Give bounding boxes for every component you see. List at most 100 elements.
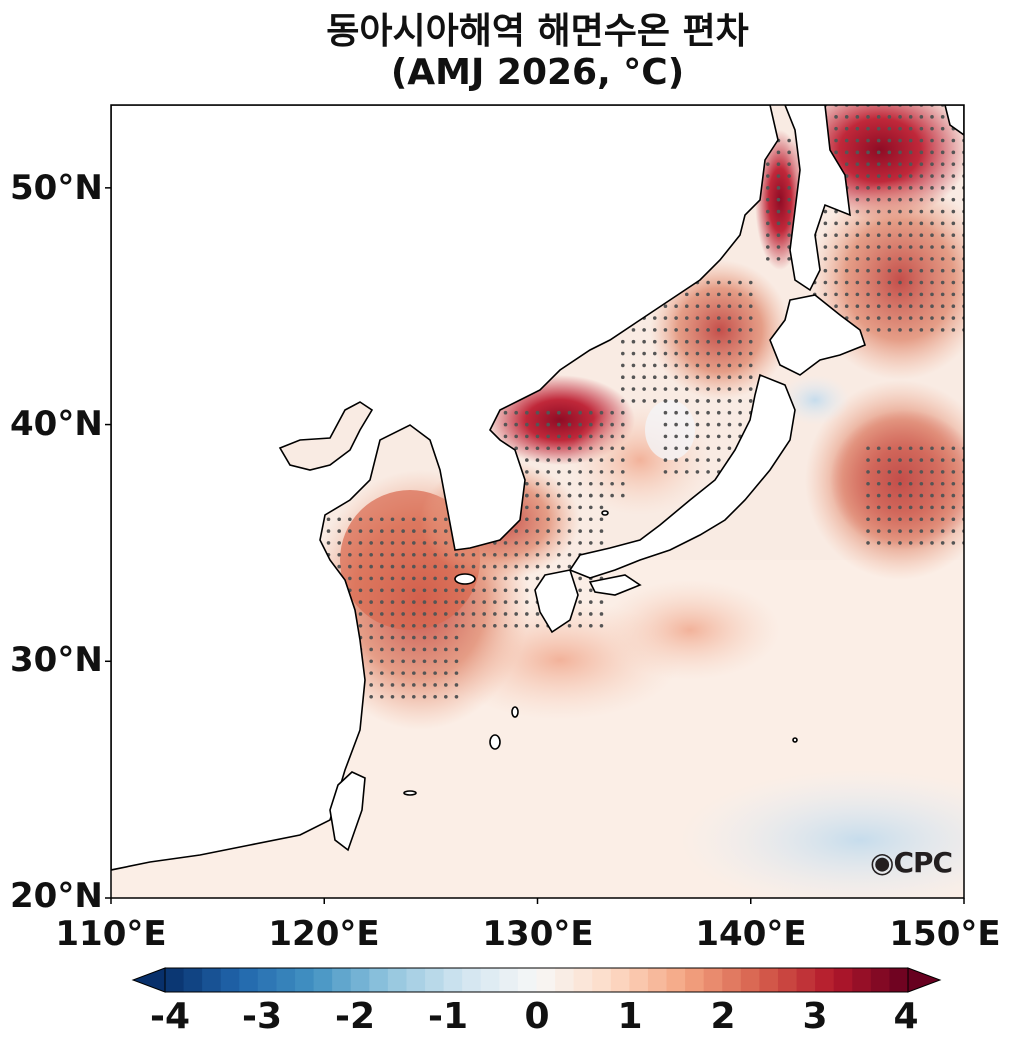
stipple-dot: [951, 292, 956, 297]
colorbar-label--4: -4: [150, 996, 190, 1037]
colorbar-step: [257, 968, 278, 992]
stipple-dot: [866, 126, 870, 131]
stipple-dot: [887, 541, 892, 545]
stipple-dot: [546, 517, 550, 522]
stipple-dot: [930, 186, 934, 190]
colorbar-step: [183, 968, 203, 992]
stipple-dot: [621, 375, 625, 380]
stipple-dot: [716, 292, 721, 297]
stipple-dot: [663, 399, 668, 403]
stipple-dot: [631, 387, 636, 391]
stipple-dot: [876, 150, 881, 155]
stipple-dot: [567, 434, 572, 439]
stipple-dot: [535, 434, 540, 439]
stipple-dot: [535, 541, 540, 545]
stipple-dot: [401, 623, 405, 628]
stipple-dot: [908, 197, 913, 202]
stipple-dot: [369, 647, 373, 652]
stipple-dot: [930, 470, 934, 474]
stipple-dot: [337, 541, 341, 545]
stipple-dot: [898, 529, 902, 533]
colorbar-step: [870, 968, 891, 992]
stipple-dot: [493, 564, 497, 569]
stipple-dot: [610, 422, 614, 427]
colorbar-label--3: -3: [242, 996, 282, 1037]
stipple-dot: [684, 399, 689, 403]
stipple-dot: [390, 694, 395, 699]
stipple-dot: [908, 162, 913, 166]
stipple-dot: [503, 541, 508, 545]
stipple-dot: [652, 363, 657, 368]
stipple-dot: [642, 339, 646, 344]
stipple-dot: [567, 623, 572, 628]
stipple-dot: [898, 268, 902, 273]
stipple-dot: [535, 470, 540, 474]
stipple-dot: [940, 328, 945, 332]
stipple-dot: [738, 280, 742, 285]
stipple-dot: [695, 399, 700, 403]
stipple-dot: [557, 422, 561, 427]
stipple-dot: [716, 280, 721, 285]
stipple-dot: [358, 576, 363, 581]
stipple-dot: [866, 197, 870, 202]
stipple-dot: [412, 517, 416, 522]
stipple-dot: [599, 470, 604, 474]
stipple-dot: [940, 493, 945, 498]
stipple-dot: [621, 339, 625, 344]
stipple-dot: [546, 481, 550, 486]
kyushu-island: [534, 569, 579, 634]
stipple-dot: [380, 694, 384, 699]
stipple-dot: [876, 186, 881, 190]
stipple-dot: [716, 399, 721, 403]
stipple-dot: [621, 458, 625, 462]
stipple-dot: [471, 588, 476, 593]
stipple-dot: [919, 174, 924, 178]
stipple-dot: [866, 245, 870, 249]
stipple-dot: [716, 446, 721, 451]
stipple-dot: [706, 351, 710, 356]
stipple-dot: [834, 150, 838, 155]
logo-mark-icon: ◉: [870, 846, 894, 879]
stipple-dot: [706, 387, 710, 391]
stipple-dot: [898, 209, 902, 214]
stipple-dot: [787, 221, 791, 226]
stipple-dot: [706, 470, 710, 474]
stipple-dot: [369, 517, 373, 522]
stipple-dot: [589, 612, 593, 616]
stipple-dot: [412, 541, 416, 545]
colorbar-step: [555, 968, 575, 992]
stipple-dot: [738, 304, 742, 309]
stipple-dot: [695, 470, 700, 474]
stipple-dot: [855, 316, 860, 320]
stipple-dot: [525, 552, 529, 557]
stipple-dot: [535, 612, 540, 616]
stipple-dot: [919, 138, 924, 143]
stipple-dot: [727, 410, 732, 415]
stipple-dot: [412, 600, 416, 604]
stipple-dot: [716, 410, 721, 415]
stipple-dot: [695, 434, 700, 439]
stipple-dot: [766, 245, 770, 249]
stipple-dot: [716, 304, 721, 309]
stipple-dot: [887, 221, 892, 226]
colorbar-step: [480, 968, 500, 992]
stipple-dot: [535, 552, 540, 557]
stipple-dot: [834, 221, 838, 226]
stipple-dot: [589, 446, 593, 451]
stipple-dot: [567, 470, 572, 474]
stipple-dot: [599, 493, 604, 498]
stipple-dot: [866, 186, 870, 190]
lat-label-30: 30°N: [10, 640, 103, 680]
stipple-dot: [674, 458, 678, 462]
stipple-dot: [589, 422, 593, 427]
stipple-dot: [380, 659, 384, 664]
stipple-dot: [727, 375, 732, 380]
stipple-dot: [748, 399, 753, 403]
stipple-dot: [908, 517, 913, 522]
kamchatka: [944, 105, 964, 136]
stipple-dot: [663, 446, 668, 451]
stipple-dot: [444, 541, 448, 545]
stipple-dot: [589, 529, 593, 533]
stipple-dot: [776, 186, 781, 190]
colorbar-step: [536, 968, 556, 992]
